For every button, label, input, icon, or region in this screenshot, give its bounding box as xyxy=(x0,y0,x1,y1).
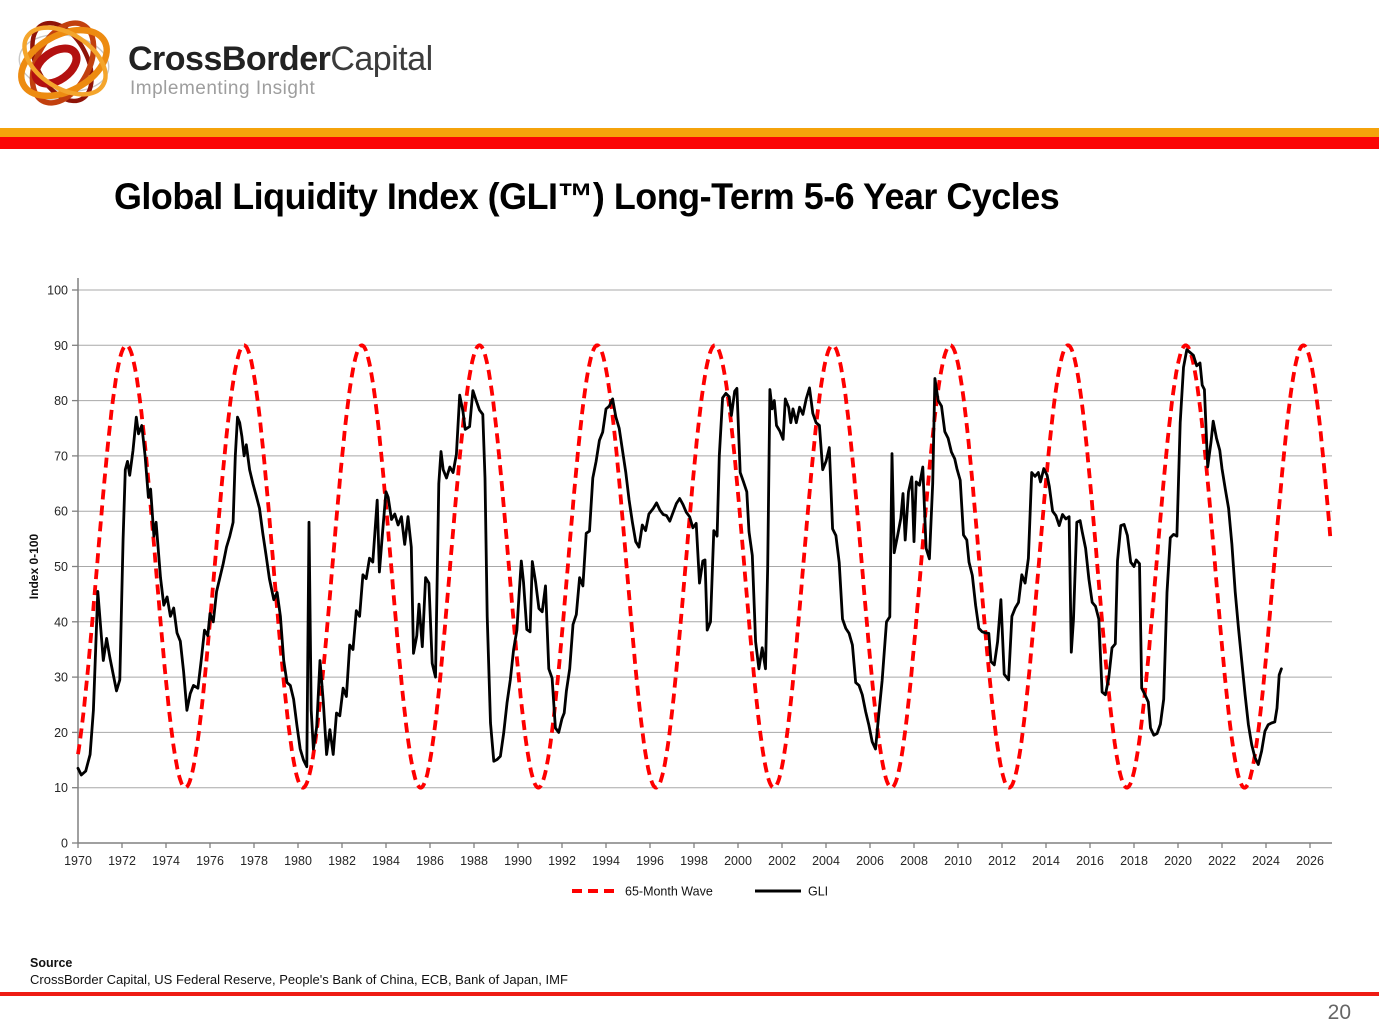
x-tick-label: 1982 xyxy=(328,854,356,868)
y-tick-label: 90 xyxy=(54,339,68,353)
legend-gli-label: GLI xyxy=(808,885,828,899)
x-tick-label: 1980 xyxy=(284,854,312,868)
x-tick-label: 1994 xyxy=(592,854,620,868)
y-tick-label: 40 xyxy=(54,615,68,629)
x-tick-label: 1988 xyxy=(460,854,488,868)
x-tick-label: 2018 xyxy=(1120,854,1148,868)
x-tick-label: 2010 xyxy=(944,854,972,868)
wave-line xyxy=(76,343,1333,790)
x-tick-label: 2016 xyxy=(1076,854,1104,868)
x-tick-label: 2014 xyxy=(1032,854,1060,868)
legend-wave-label: 65-Month Wave xyxy=(625,885,713,899)
x-tick-label: 1976 xyxy=(196,854,224,868)
y-axis-label: Index 0-100 xyxy=(27,533,41,599)
x-tick-label: 1974 xyxy=(152,854,180,868)
crossborder-logo-icon xyxy=(14,8,114,118)
y-tick-label: 20 xyxy=(54,726,68,740)
brand-name-bold: CrossBorder xyxy=(128,40,331,78)
y-tick-label: 30 xyxy=(54,671,68,685)
x-tick-label: 2022 xyxy=(1208,854,1236,868)
y-tick-label: 50 xyxy=(54,560,68,574)
x-tick-label: 2002 xyxy=(768,854,796,868)
page-number: 20 xyxy=(1327,1001,1351,1024)
brand-name-light: Capital xyxy=(330,40,433,78)
x-tick-label: 1972 xyxy=(108,854,136,868)
brand-tagline: Implementing Insight xyxy=(130,78,316,99)
x-tick-label: 1992 xyxy=(548,854,576,868)
x-tick-label: 2026 xyxy=(1296,854,1324,868)
x-tick-label: 2024 xyxy=(1252,854,1280,868)
y-tick-label: 100 xyxy=(47,284,68,298)
y-tick-label: 10 xyxy=(54,781,68,795)
header-red-bar xyxy=(0,137,1379,149)
y-tick-label: 0 xyxy=(61,837,68,851)
gli-line xyxy=(76,348,1283,777)
source-label: Source xyxy=(30,956,73,970)
brand-name: CrossBorderCapital xyxy=(128,40,433,79)
y-tick-label: 80 xyxy=(54,394,68,408)
source-text: CrossBorder Capital, US Federal Reserve,… xyxy=(30,972,568,987)
x-tick-label: 1984 xyxy=(372,854,400,868)
y-tick-label: 70 xyxy=(54,449,68,463)
footer-rule xyxy=(0,992,1379,996)
y-tick-label: 60 xyxy=(54,505,68,519)
x-tick-label: 2000 xyxy=(724,854,752,868)
header-orange-bar xyxy=(0,128,1379,137)
x-tick-label: 2020 xyxy=(1164,854,1192,868)
x-tick-label: 1986 xyxy=(416,854,444,868)
x-tick-label: 1990 xyxy=(504,854,532,868)
x-tick-label: 2006 xyxy=(856,854,884,868)
x-tick-label: 2012 xyxy=(988,854,1016,868)
page-title: Global Liquidity Index (GLI™) Long-Term … xyxy=(114,176,1060,217)
x-tick-label: 2004 xyxy=(812,854,840,868)
x-tick-label: 1998 xyxy=(680,854,708,868)
x-tick-label: 1970 xyxy=(64,854,92,868)
x-tick-label: 1996 xyxy=(636,854,664,868)
x-tick-label: 1978 xyxy=(240,854,268,868)
x-tick-label: 2008 xyxy=(900,854,928,868)
